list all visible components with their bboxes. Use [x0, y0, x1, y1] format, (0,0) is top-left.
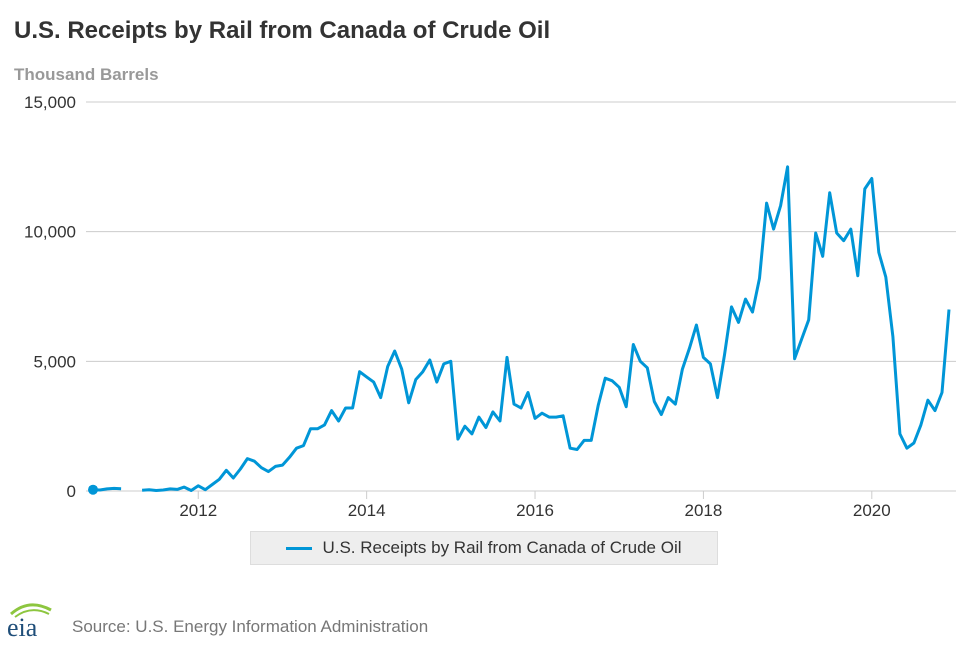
x-axis-ticks: 2012 2014 2016 2018 2020 [179, 491, 891, 520]
chart-legend[interactable]: U.S. Receipts by Rail from Canada of Cru… [250, 531, 718, 565]
series-layer [88, 165, 951, 495]
gridlines [86, 101, 956, 492]
eia-logo: eia [7, 603, 52, 640]
eia-logo-swoosh [10, 603, 52, 616]
y-axis-ticks: 0 5,000 10,000 15,000 [24, 93, 76, 501]
source-note: Source: U.S. Energy Information Administ… [72, 617, 429, 636]
series-start-point[interactable] [88, 484, 99, 495]
series-line [141, 165, 951, 492]
x-tick-label: 2018 [685, 501, 723, 520]
y-tick-label: 10,000 [24, 223, 76, 242]
y-tick-label: 0 [67, 482, 76, 501]
eia-logo-swoosh-inner [14, 609, 50, 618]
x-tick-label: 2014 [348, 501, 386, 520]
legend-label: U.S. Receipts by Rail from Canada of Cru… [322, 538, 682, 557]
legend-swatch [286, 546, 313, 550]
chart-title: U.S. Receipts by Rail from Canada of Cru… [14, 17, 551, 44]
y-tick-label: 5,000 [33, 352, 76, 371]
x-tick-label: 2012 [179, 501, 217, 520]
y-axis-unit-label: Thousand Barrels [14, 65, 159, 84]
eia-logo-text: eia [7, 613, 38, 640]
y-tick-label: 15,000 [24, 93, 76, 112]
line-chart: 0 5,000 10,000 15,000 2012 2014 2016 2018 2020 [24, 93, 956, 520]
x-tick-label: 2016 [516, 501, 554, 520]
x-tick-label: 2020 [853, 501, 891, 520]
